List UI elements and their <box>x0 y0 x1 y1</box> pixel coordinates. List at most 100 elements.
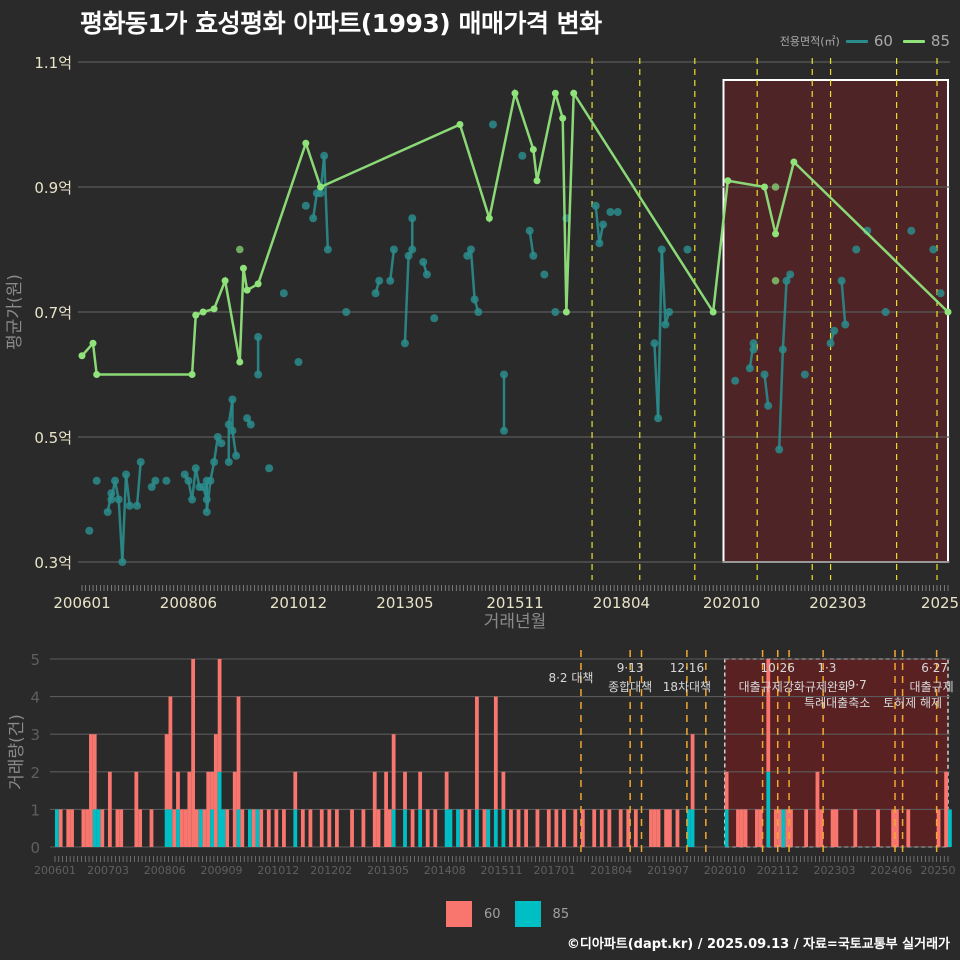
policy-annotation: 6·27 <box>921 661 948 675</box>
bar-60 <box>191 659 196 847</box>
series-60-point <box>841 320 850 329</box>
bar-60 <box>546 809 551 847</box>
series-60-point <box>419 258 428 266</box>
bar-60 <box>766 659 771 772</box>
bar-60 <box>232 771 237 847</box>
legend-label-85: 85 <box>930 32 950 50</box>
policy-annotation: 대출규제 <box>910 680 954 694</box>
series-60-segment <box>124 474 131 506</box>
bar-60 <box>804 809 808 847</box>
series-60-point <box>408 214 417 223</box>
bar-85 <box>475 809 479 847</box>
x-tick-label: 202303 <box>809 594 866 612</box>
bar-60 <box>213 734 218 847</box>
bar-60 <box>134 771 139 847</box>
x-tick-label: 202112 <box>757 864 799 877</box>
series-85-point <box>771 276 780 285</box>
bar-85 <box>444 809 449 847</box>
bar-60 <box>259 809 264 847</box>
bar-60 <box>58 809 63 847</box>
series-85-point <box>235 245 244 254</box>
bar-60 <box>206 771 211 847</box>
y-axis-title: 평균가(원) <box>5 274 25 350</box>
y-tick-label: 0.7억 <box>34 304 72 322</box>
series-60-point <box>265 464 274 473</box>
bar-60 <box>202 809 207 847</box>
bar-85 <box>236 809 241 847</box>
x-tick-label: 201804 <box>593 594 650 612</box>
bar-60 <box>607 809 612 847</box>
series-85-point <box>790 158 798 166</box>
bar-85 <box>403 809 407 847</box>
series-85-point <box>93 371 101 378</box>
bar-60 <box>592 809 597 847</box>
x-tick-label: 201804 <box>590 864 632 877</box>
bar-60 <box>830 809 835 847</box>
bar-60 <box>293 771 298 810</box>
series-60-point <box>400 339 409 348</box>
bar-60 <box>100 809 105 847</box>
series-85-point <box>529 146 537 153</box>
series-60-point <box>246 420 255 429</box>
bar-60 <box>936 809 941 847</box>
series-60 <box>85 120 945 566</box>
bar-60 <box>789 809 793 847</box>
bar-60 <box>444 771 449 810</box>
legend-label-60-bar: 60 <box>484 906 501 922</box>
bar-60 <box>652 809 657 847</box>
bar-60 <box>179 809 184 847</box>
bar-60 <box>626 809 631 847</box>
policy-annotation: 특례대출축소 <box>804 696 870 710</box>
policy-annotation: 1·3 <box>817 661 836 675</box>
series-60-point <box>837 276 846 285</box>
series-85-point <box>254 280 262 288</box>
bar-85 <box>221 809 226 847</box>
x-tick-label: 200601 <box>34 864 76 877</box>
bar-85 <box>686 809 691 847</box>
series-85-point <box>317 183 325 191</box>
series-60-point <box>786 270 795 279</box>
series-60-point <box>525 226 534 235</box>
series-60-point <box>342 308 351 316</box>
bar-85 <box>948 809 952 847</box>
bar-60 <box>81 809 86 847</box>
bar-60 <box>319 809 324 847</box>
series-60-point <box>826 339 835 348</box>
bar-60 <box>183 809 188 847</box>
bar-60 <box>418 771 423 810</box>
series-60-point <box>661 320 670 329</box>
x-tick-label: 202303 <box>813 864 855 877</box>
series-60-point <box>830 326 839 335</box>
series-85-point <box>570 89 578 97</box>
x-tick-label: 201511 <box>481 864 523 877</box>
legend-swatch-60-bar <box>446 901 472 927</box>
series-60-point <box>463 251 472 260</box>
x-tick-label: 2025 <box>921 594 959 612</box>
series-60-point <box>650 339 659 348</box>
bar-60 <box>266 809 271 847</box>
series-60-point <box>595 239 604 248</box>
bar-60 <box>656 809 661 847</box>
series-85-point <box>485 214 493 222</box>
series-60-segment <box>660 249 667 325</box>
series-60-point <box>103 508 112 516</box>
policy-annotation: 대출규제강화 <box>739 680 805 694</box>
series-85-point <box>709 308 717 316</box>
series-60-point <box>202 495 211 504</box>
bar-60 <box>107 771 112 847</box>
series-85-point <box>302 139 310 147</box>
x-tick-label: 201012 <box>257 864 299 877</box>
bar-60 <box>895 809 899 847</box>
bar-60 <box>467 809 472 847</box>
bar-60 <box>89 734 93 847</box>
bar-60 <box>251 809 256 847</box>
bar-60 <box>690 734 695 810</box>
series-60-point <box>279 289 288 298</box>
series-60-point <box>107 495 116 504</box>
bar-60 <box>743 809 748 847</box>
series-60-point <box>151 476 160 485</box>
series-60-point <box>852 245 861 254</box>
series-60-point <box>499 426 508 435</box>
y-tick-label: 0.3억 <box>34 554 72 572</box>
policy-annotation: 12·16 <box>670 661 704 675</box>
